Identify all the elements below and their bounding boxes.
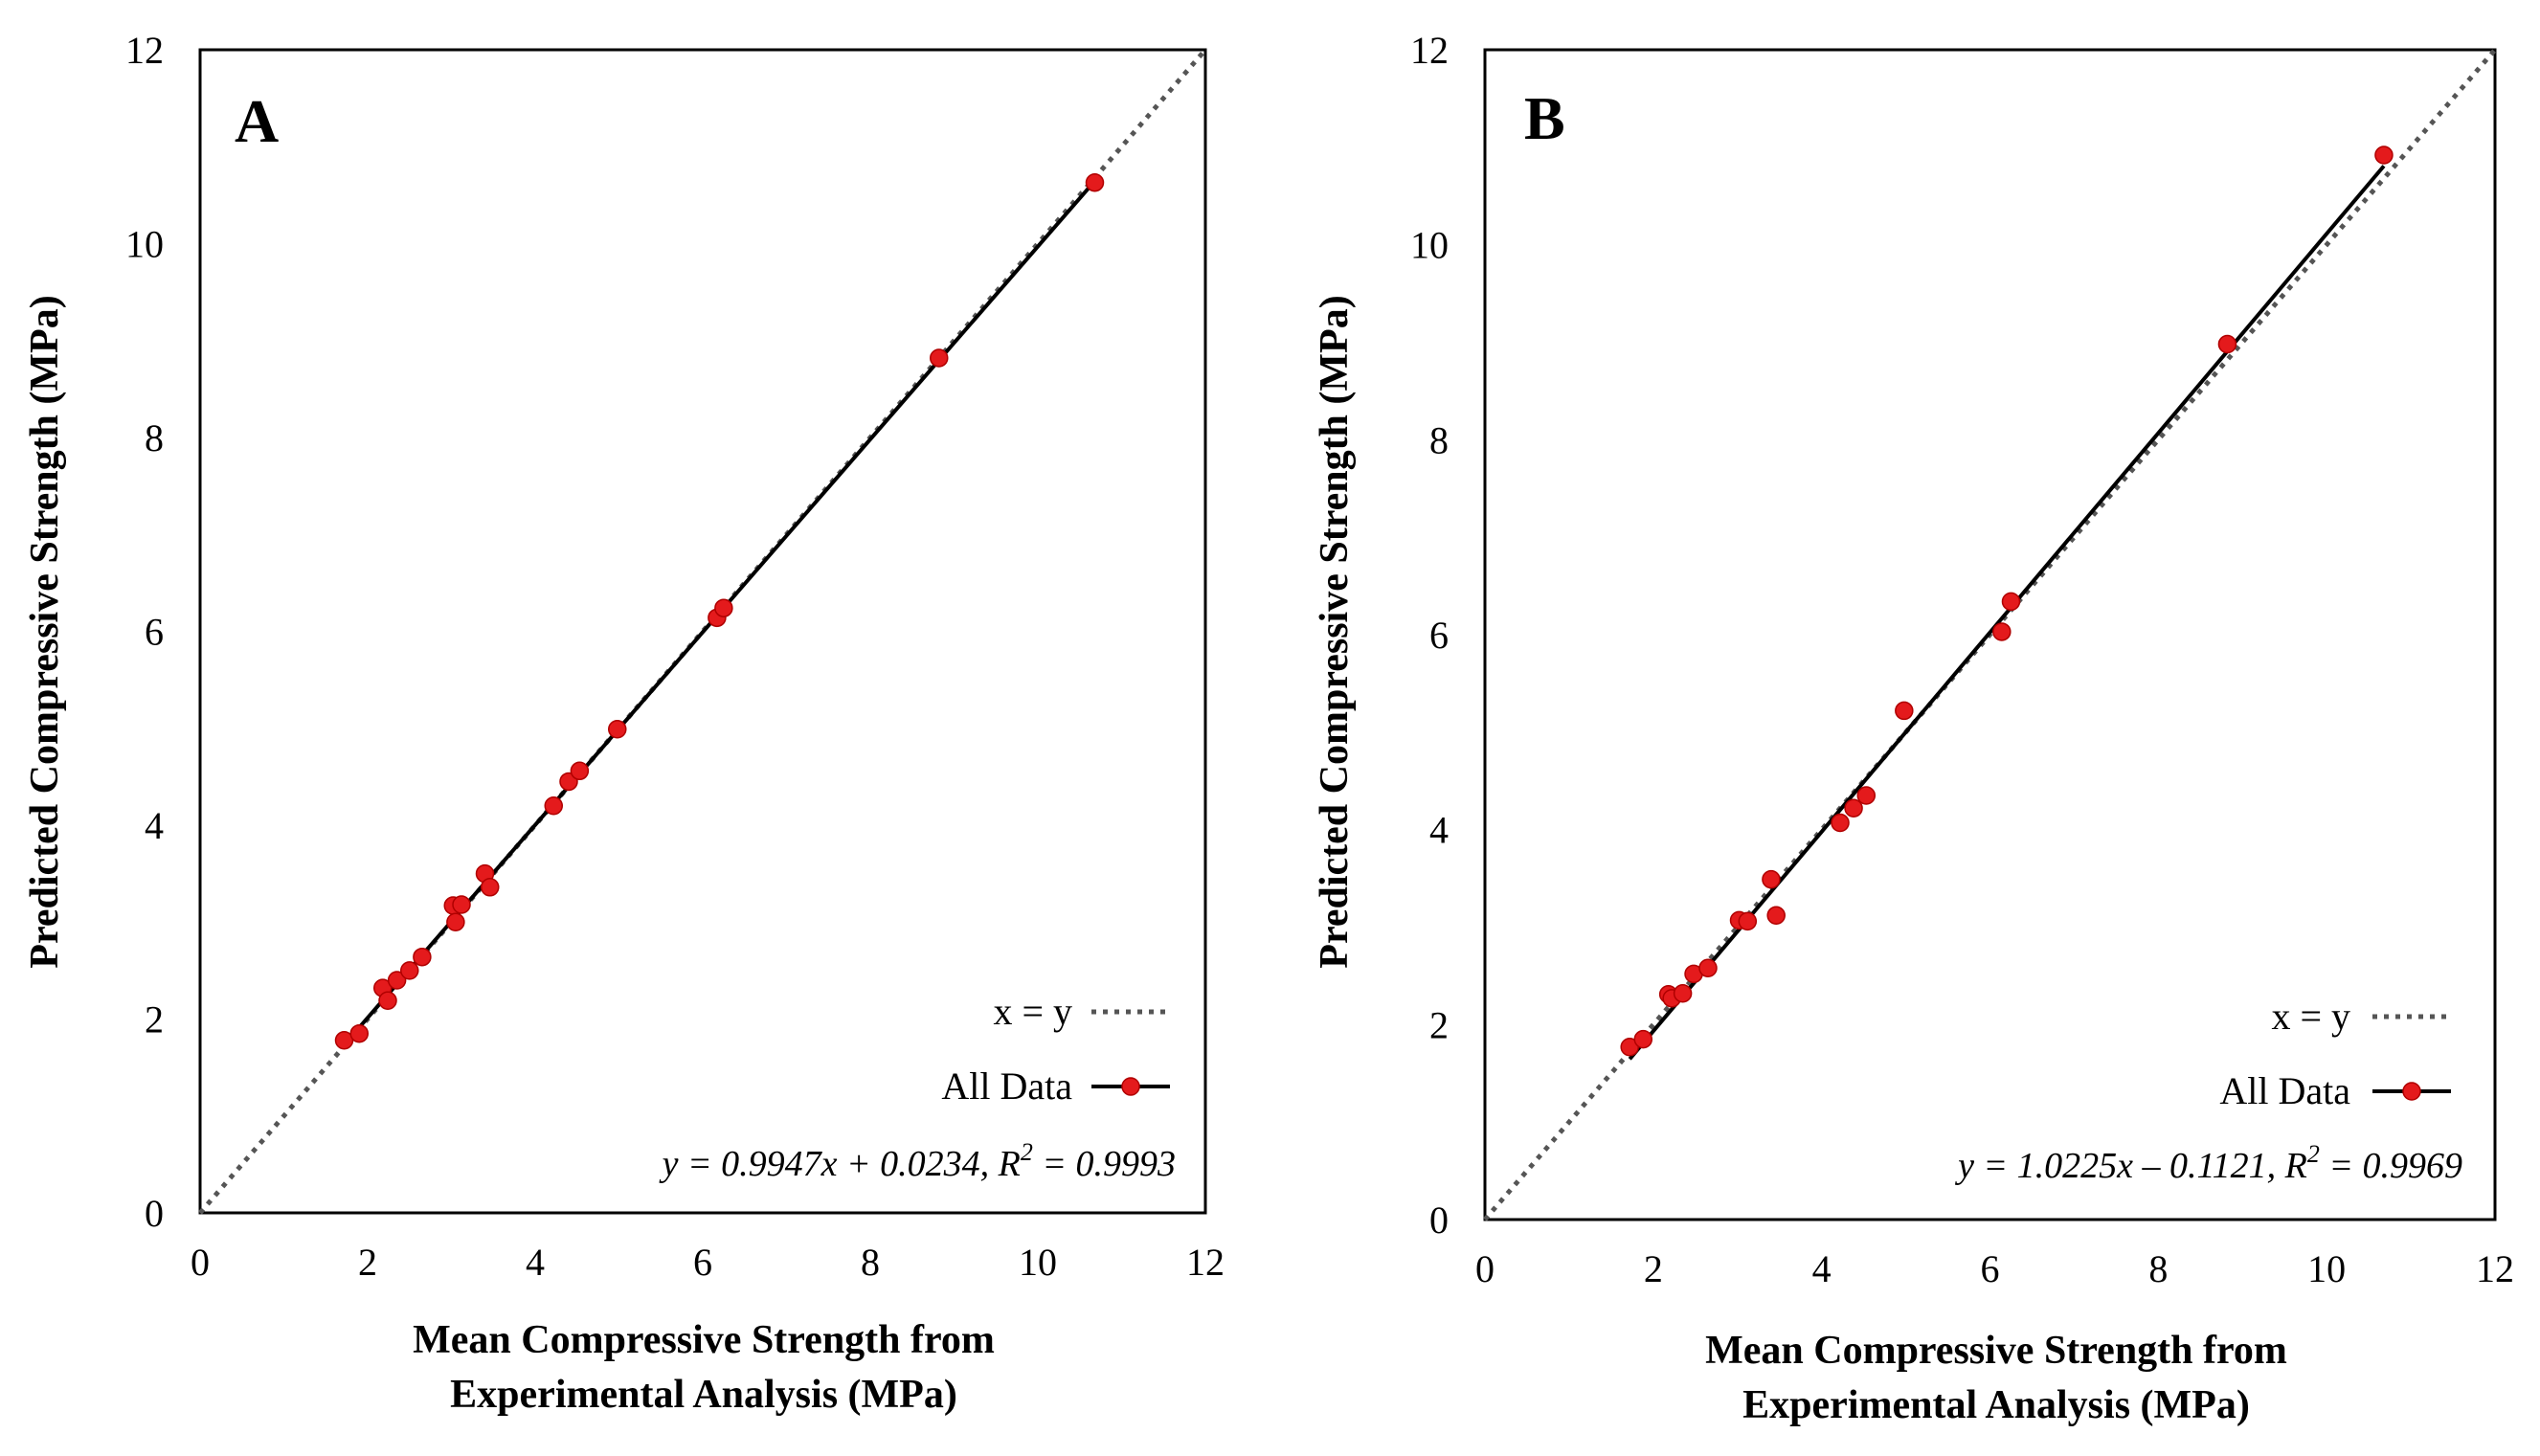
data-point-15 [1992, 622, 2012, 641]
x-tick-labels: 0 2 4 6 8 10 12 [191, 1241, 1225, 1284]
y-tick-label-12: 12 [1410, 29, 1449, 72]
data-point-9 [452, 895, 471, 914]
legend-identity-label: x = y [993, 990, 1072, 1033]
fit-line [1628, 165, 2386, 1061]
x-axis-label-line1: Mean Compressive Strength from [1705, 1329, 2287, 1373]
legend-data-swatch-marker [2402, 1082, 2421, 1101]
data-point-17 [2217, 334, 2237, 354]
x-tick-label-6: 6 [693, 1241, 712, 1284]
data-point-0 [334, 1031, 354, 1050]
x-tick-label-8: 8 [861, 1241, 880, 1284]
plot-area-frame [198, 48, 1207, 1215]
y-axis-label: Predicted Compressive Strength (MPa) [1313, 295, 1357, 968]
data-point-16 [2001, 592, 2021, 612]
data-point-12 [1844, 798, 1863, 818]
data-point-6 [1698, 958, 1718, 978]
data-point-18 [930, 348, 949, 368]
x-tick-label-8: 8 [2148, 1247, 2168, 1290]
fit-equation: y = 1.0225x – 0.1121, R2 = 0.9969 [1954, 1140, 2462, 1186]
data-point-9 [1762, 869, 1781, 889]
data-point-14 [1895, 701, 1914, 721]
y-tick-label-0: 0 [1429, 1198, 1449, 1242]
data-point-3 [378, 991, 397, 1011]
data-point-11 [481, 878, 500, 897]
y-tick-label-10: 10 [1410, 224, 1449, 267]
r2-superscript: 2 [1021, 1138, 1033, 1166]
data-point-1 [1633, 1029, 1653, 1049]
data-point-12 [544, 796, 563, 816]
panel-label: A [235, 87, 279, 155]
x-tick-label-12: 12 [1186, 1241, 1225, 1284]
panel-b: 0 2 4 6 8 10 12 0 2 4 6 8 10 12 B x = y All Data y =… [1313, 29, 2514, 1427]
y-axis-label: Predicted Compressive Strength (MPa) [23, 295, 67, 968]
x-tick-label-2: 2 [358, 1241, 377, 1284]
panel-label: B [1524, 84, 1565, 152]
r2-value: = 0.9993 [1033, 1144, 1176, 1184]
data-point-14 [570, 761, 590, 781]
x-axis-label-line2: Experimental Analysis (MPa) [1742, 1383, 2250, 1427]
x-axis-label-line2: Experimental Analysis (MPa) [450, 1373, 957, 1417]
x-tick-label-10: 10 [1019, 1241, 1057, 1284]
panel-a: 0 2 4 6 8 10 12 0 2 4 6 8 10 12 A x = y All Data y =… [23, 29, 1225, 1417]
data-point-4 [387, 971, 407, 990]
y-tick-label-12: 12 [125, 29, 164, 72]
legend-data-label: All Data [2219, 1069, 2350, 1112]
legend-data-swatch-marker [1121, 1077, 1140, 1096]
x-axis-label-line1: Mean Compressive Strength from [413, 1318, 995, 1362]
y-tick-labels: 0 2 4 6 8 10 12 [125, 29, 164, 1235]
y-tick-label-4: 4 [1429, 809, 1449, 852]
fit-equation-main: y = 1.0225x – 0.1121, R [1954, 1146, 2307, 1186]
data-points [334, 172, 1105, 1050]
data-point-19 [1085, 172, 1105, 192]
y-tick-label-6: 6 [145, 611, 164, 654]
y-tick-label-10: 10 [125, 223, 164, 266]
data-point-13 [1856, 786, 1877, 805]
x-tick-label-10: 10 [2307, 1247, 2346, 1290]
legend-data-label: All Data [941, 1064, 1072, 1108]
data-point-1 [349, 1023, 369, 1043]
x-tick-label-4: 4 [526, 1241, 545, 1284]
data-point-17 [714, 598, 733, 617]
data-point-15 [608, 720, 627, 739]
y-tick-label-2: 2 [145, 998, 164, 1042]
y-tick-label-8: 8 [145, 416, 164, 459]
r2-value: = 0.9969 [2320, 1146, 2462, 1186]
data-point-8 [446, 912, 465, 931]
data-point-10 [1766, 906, 1786, 926]
x-tick-label-0: 0 [191, 1241, 210, 1284]
data-point-8 [1738, 911, 1758, 931]
data-point-4 [1673, 983, 1693, 1003]
x-tick-label-12: 12 [2476, 1247, 2514, 1290]
x-tick-label-6: 6 [1981, 1247, 2000, 1290]
data-point-11 [1831, 813, 1850, 833]
data-point-18 [2374, 146, 2394, 165]
y-tick-labels: 0 2 4 6 8 10 12 [1410, 29, 1449, 1242]
data-point-6 [413, 947, 432, 967]
fit-equation-main: y = 0.9947x + 0.0234, R [659, 1144, 1021, 1184]
plot-area-frame [1483, 48, 2497, 1221]
y-tick-label-6: 6 [1429, 614, 1449, 657]
x-tick-labels: 0 2 4 6 8 10 12 [1475, 1247, 2514, 1290]
data-points [1620, 146, 2394, 1057]
y-tick-label-8: 8 [1429, 418, 1449, 461]
y-tick-label-2: 2 [1429, 1003, 1449, 1046]
r2-superscript: 2 [2307, 1140, 2320, 1168]
fit-equation: y = 0.9947x + 0.0234, R2 = 0.9993 [659, 1138, 1176, 1184]
x-tick-label-4: 4 [1812, 1247, 1832, 1290]
y-tick-label-0: 0 [145, 1192, 164, 1235]
x-tick-label-0: 0 [1475, 1247, 1495, 1290]
x-tick-label-2: 2 [1644, 1247, 1663, 1290]
legend-identity-label: x = y [2271, 995, 2350, 1038]
y-tick-label-4: 4 [145, 804, 164, 847]
data-point-5 [400, 961, 419, 980]
